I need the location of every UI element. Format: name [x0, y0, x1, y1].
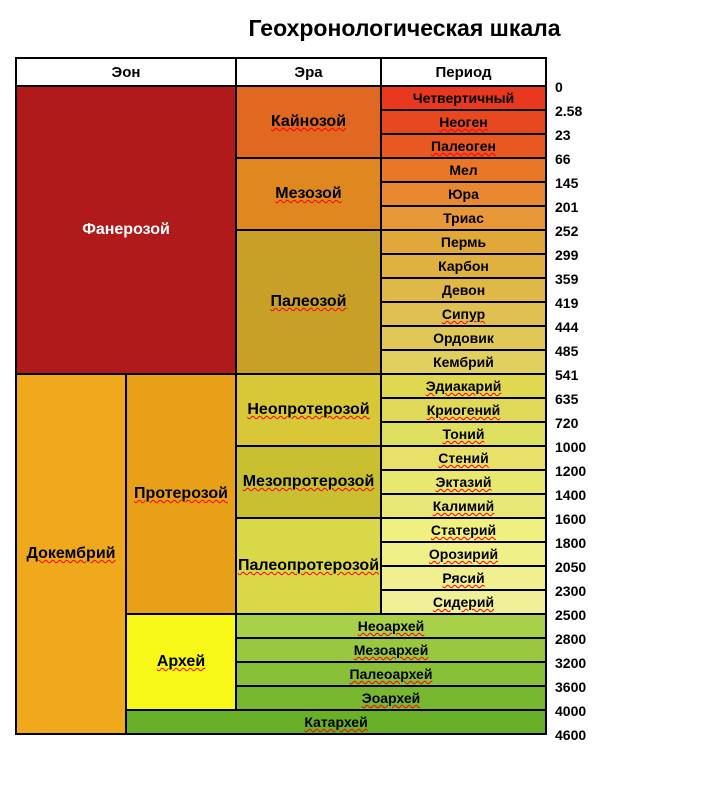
era-paleoarchean: Палеоархей: [236, 662, 546, 686]
time-axis: 0 2.58 23 66 145 201 252 299 359 419 444…: [547, 57, 586, 747]
era-mesoarchean: Мезоархей: [236, 638, 546, 662]
time-value: 3600: [555, 675, 586, 699]
period-rhyacian: Рясий: [381, 566, 546, 590]
eon-archean: Архей: [126, 614, 236, 710]
time-value: 0: [555, 75, 586, 99]
period-cryogenian: Криогений: [381, 398, 546, 422]
era-mesoproterozoic: Мезопротерозой: [236, 446, 381, 518]
time-value: 541: [555, 363, 586, 387]
time-value: 2800: [555, 627, 586, 651]
period-cambrian: Кембрий: [381, 350, 546, 374]
time-value: 2050: [555, 555, 586, 579]
time-value: 4600: [555, 723, 586, 747]
header-eon: Эон: [16, 58, 236, 86]
time-value: 252: [555, 219, 586, 243]
period-tonian: Тоний: [381, 422, 546, 446]
period-stenian: Стений: [381, 446, 546, 470]
eon-phanerozoic: Фанерозой: [16, 86, 236, 374]
period-neogene: Неоген: [381, 110, 546, 134]
time-value: 1200: [555, 459, 586, 483]
header-era: Эра: [236, 58, 381, 86]
period-triassic: Триас: [381, 206, 546, 230]
period-orosirian: Орозирий: [381, 542, 546, 566]
time-value: 2300: [555, 579, 586, 603]
time-value: 1800: [555, 531, 586, 555]
time-value: 2.58: [555, 99, 586, 123]
period-paleogene: Палеоген: [381, 134, 546, 158]
time-value: 66: [555, 147, 586, 171]
era-neoarchean: Неоархей: [236, 614, 546, 638]
time-value: 3200: [555, 651, 586, 675]
chart-wrap: Эон Эра Период Фанерозой Кайнозой Четвер…: [15, 57, 694, 747]
period-ordovician: Ордовик: [381, 326, 546, 350]
time-value: 485: [555, 339, 586, 363]
eon-proterozoic: Протерозой: [126, 374, 236, 614]
time-value: 2500: [555, 603, 586, 627]
period-siderian: Сидерий: [381, 590, 546, 614]
time-value: 4000: [555, 699, 586, 723]
supereon-precambrian: Докембрий: [16, 374, 126, 734]
timescale-grid: Эон Эра Период Фанерозой Кайнозой Четвер…: [15, 57, 547, 735]
era-eoarchean: Эоархей: [236, 686, 546, 710]
eon-hadean: Катархей: [126, 710, 546, 734]
period-calymmian: Калимий: [381, 494, 546, 518]
era-paleozoic: Палеозой: [236, 230, 381, 374]
era-cenozoic: Кайнозой: [236, 86, 381, 158]
period-carboniferous: Карбон: [381, 254, 546, 278]
period-permian: Пермь: [381, 230, 546, 254]
period-cretaceous: Мел: [381, 158, 546, 182]
period-jurassic: Юра: [381, 182, 546, 206]
era-mesozoic: Мезозой: [236, 158, 381, 230]
time-value: 1000: [555, 435, 586, 459]
time-value: 444: [555, 315, 586, 339]
time-value: 359: [555, 267, 586, 291]
time-value: 635: [555, 387, 586, 411]
time-value: 299: [555, 243, 586, 267]
period-ectasian: Эктазий: [381, 470, 546, 494]
time-value: 720: [555, 411, 586, 435]
period-silurian: Сипур: [381, 302, 546, 326]
period-statherian: Статерий: [381, 518, 546, 542]
era-neoproterozoic: Неопротерозой: [236, 374, 381, 446]
time-value: 1400: [555, 483, 586, 507]
time-value: 1600: [555, 507, 586, 531]
time-value: 23: [555, 123, 586, 147]
time-value: 201: [555, 195, 586, 219]
time-value: 419: [555, 291, 586, 315]
period-devonian: Девон: [381, 278, 546, 302]
time-value: 145: [555, 171, 586, 195]
period-ediacaran: Эдиакарий: [381, 374, 546, 398]
chart-title: Геохронологическая шкала: [15, 15, 694, 42]
period-quaternary: Четвертичный: [381, 86, 546, 110]
header-period: Период: [381, 58, 546, 86]
era-paleoproterozoic: Палеопротерозой: [236, 518, 381, 614]
